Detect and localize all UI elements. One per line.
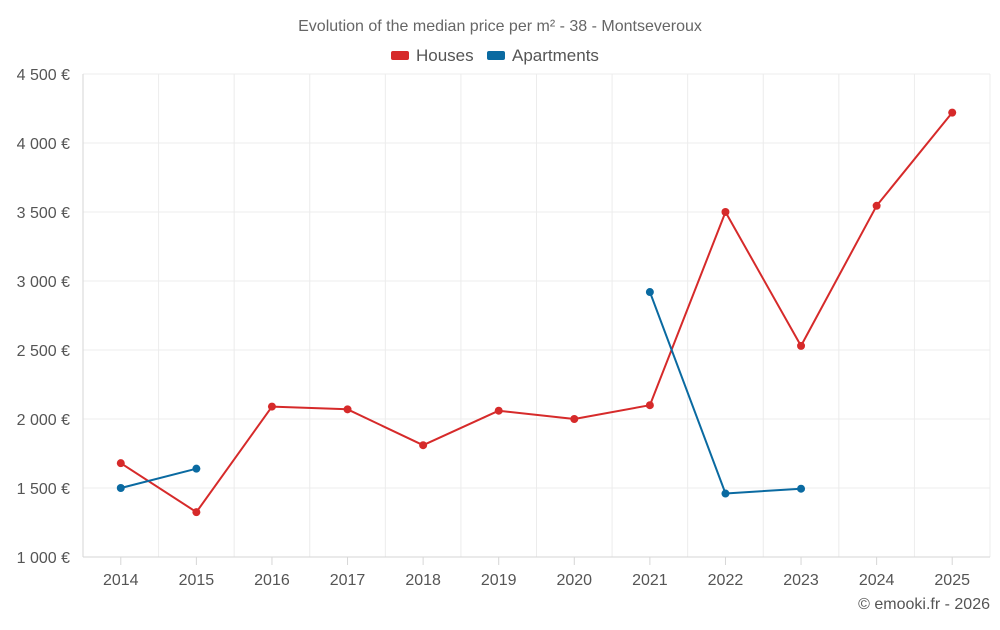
data-point-houses-2020[interactable] bbox=[570, 415, 579, 423]
x-tick-label: 2024 bbox=[859, 572, 895, 589]
credit-text: © emooki.fr - 2026 bbox=[858, 596, 990, 613]
chart-title: Evolution of the median price per m² - 3… bbox=[298, 18, 702, 35]
axes: 1 000 € 1 500 € 2 000 € 2 500 € 3 000 € 3 500… bbox=[17, 67, 990, 589]
data-point-houses-2019[interactable] bbox=[494, 406, 503, 415]
legend-label-apartments: Apartments bbox=[512, 46, 599, 65]
data-point-houses-2024[interactable] bbox=[872, 201, 881, 210]
y-tick-label: 1 000 € bbox=[17, 550, 70, 567]
data-point-apartments-2021[interactable] bbox=[645, 288, 654, 297]
y-tick-label: 2 500 € bbox=[17, 343, 70, 360]
data-point-houses-2023[interactable] bbox=[797, 341, 806, 350]
data-point-houses-2018[interactable] bbox=[419, 441, 428, 450]
y-tick-label: 4 500 € bbox=[17, 67, 70, 84]
grid bbox=[83, 73, 991, 557]
legend-item-apartments[interactable]: Apartments bbox=[487, 46, 599, 65]
y-tick-label: 2 000 € bbox=[17, 412, 70, 429]
x-tick-label: 2025 bbox=[934, 572, 970, 589]
y-tick-label: 3 000 € bbox=[17, 274, 70, 291]
data-point-apartments-2015[interactable] bbox=[192, 464, 201, 473]
y-tick-label: 3 500 € bbox=[17, 205, 70, 222]
legend-swatch-apartments bbox=[487, 51, 505, 60]
data-point-houses-2014[interactable] bbox=[116, 459, 125, 468]
data-point-apartments-2022[interactable] bbox=[721, 489, 730, 498]
series-apartments bbox=[116, 288, 806, 498]
x-tick-label: 2018 bbox=[405, 572, 441, 589]
data-point-houses-2025[interactable] bbox=[948, 108, 957, 117]
legend: Houses Apartments bbox=[391, 46, 599, 65]
x-tick-label: 2022 bbox=[708, 572, 744, 589]
x-tick-label: 2015 bbox=[179, 572, 215, 589]
data-point-apartments-2014[interactable] bbox=[116, 484, 125, 492]
x-tick-label: 2016 bbox=[254, 572, 290, 589]
legend-label-houses: Houses bbox=[416, 46, 474, 65]
series-houses bbox=[116, 108, 957, 517]
x-tick-label: 2023 bbox=[783, 572, 819, 589]
series-line-apartments bbox=[648, 291, 802, 495]
x-tick-label: 2017 bbox=[330, 572, 366, 589]
data-point-apartments-2023[interactable] bbox=[797, 484, 806, 493]
x-tick-label: 2014 bbox=[103, 572, 139, 589]
x-tick-label: 2019 bbox=[481, 572, 517, 589]
series-layer bbox=[116, 108, 957, 517]
series-line-houses bbox=[119, 111, 954, 514]
data-point-houses-2022[interactable] bbox=[721, 208, 730, 216]
y-tick-label: 1 500 € bbox=[17, 481, 70, 498]
series-line-apartments bbox=[119, 467, 198, 489]
data-point-houses-2015[interactable] bbox=[192, 508, 201, 517]
x-tick-label: 2021 bbox=[632, 572, 668, 589]
y-tick-label: 4 000 € bbox=[17, 136, 70, 153]
x-tick-label: 2020 bbox=[556, 572, 592, 589]
data-point-houses-2017[interactable] bbox=[343, 405, 352, 414]
data-point-houses-2016[interactable] bbox=[267, 402, 276, 411]
legend-item-houses[interactable]: Houses bbox=[391, 46, 474, 65]
legend-swatch-houses bbox=[391, 51, 409, 60]
data-point-houses-2021[interactable] bbox=[645, 401, 654, 410]
